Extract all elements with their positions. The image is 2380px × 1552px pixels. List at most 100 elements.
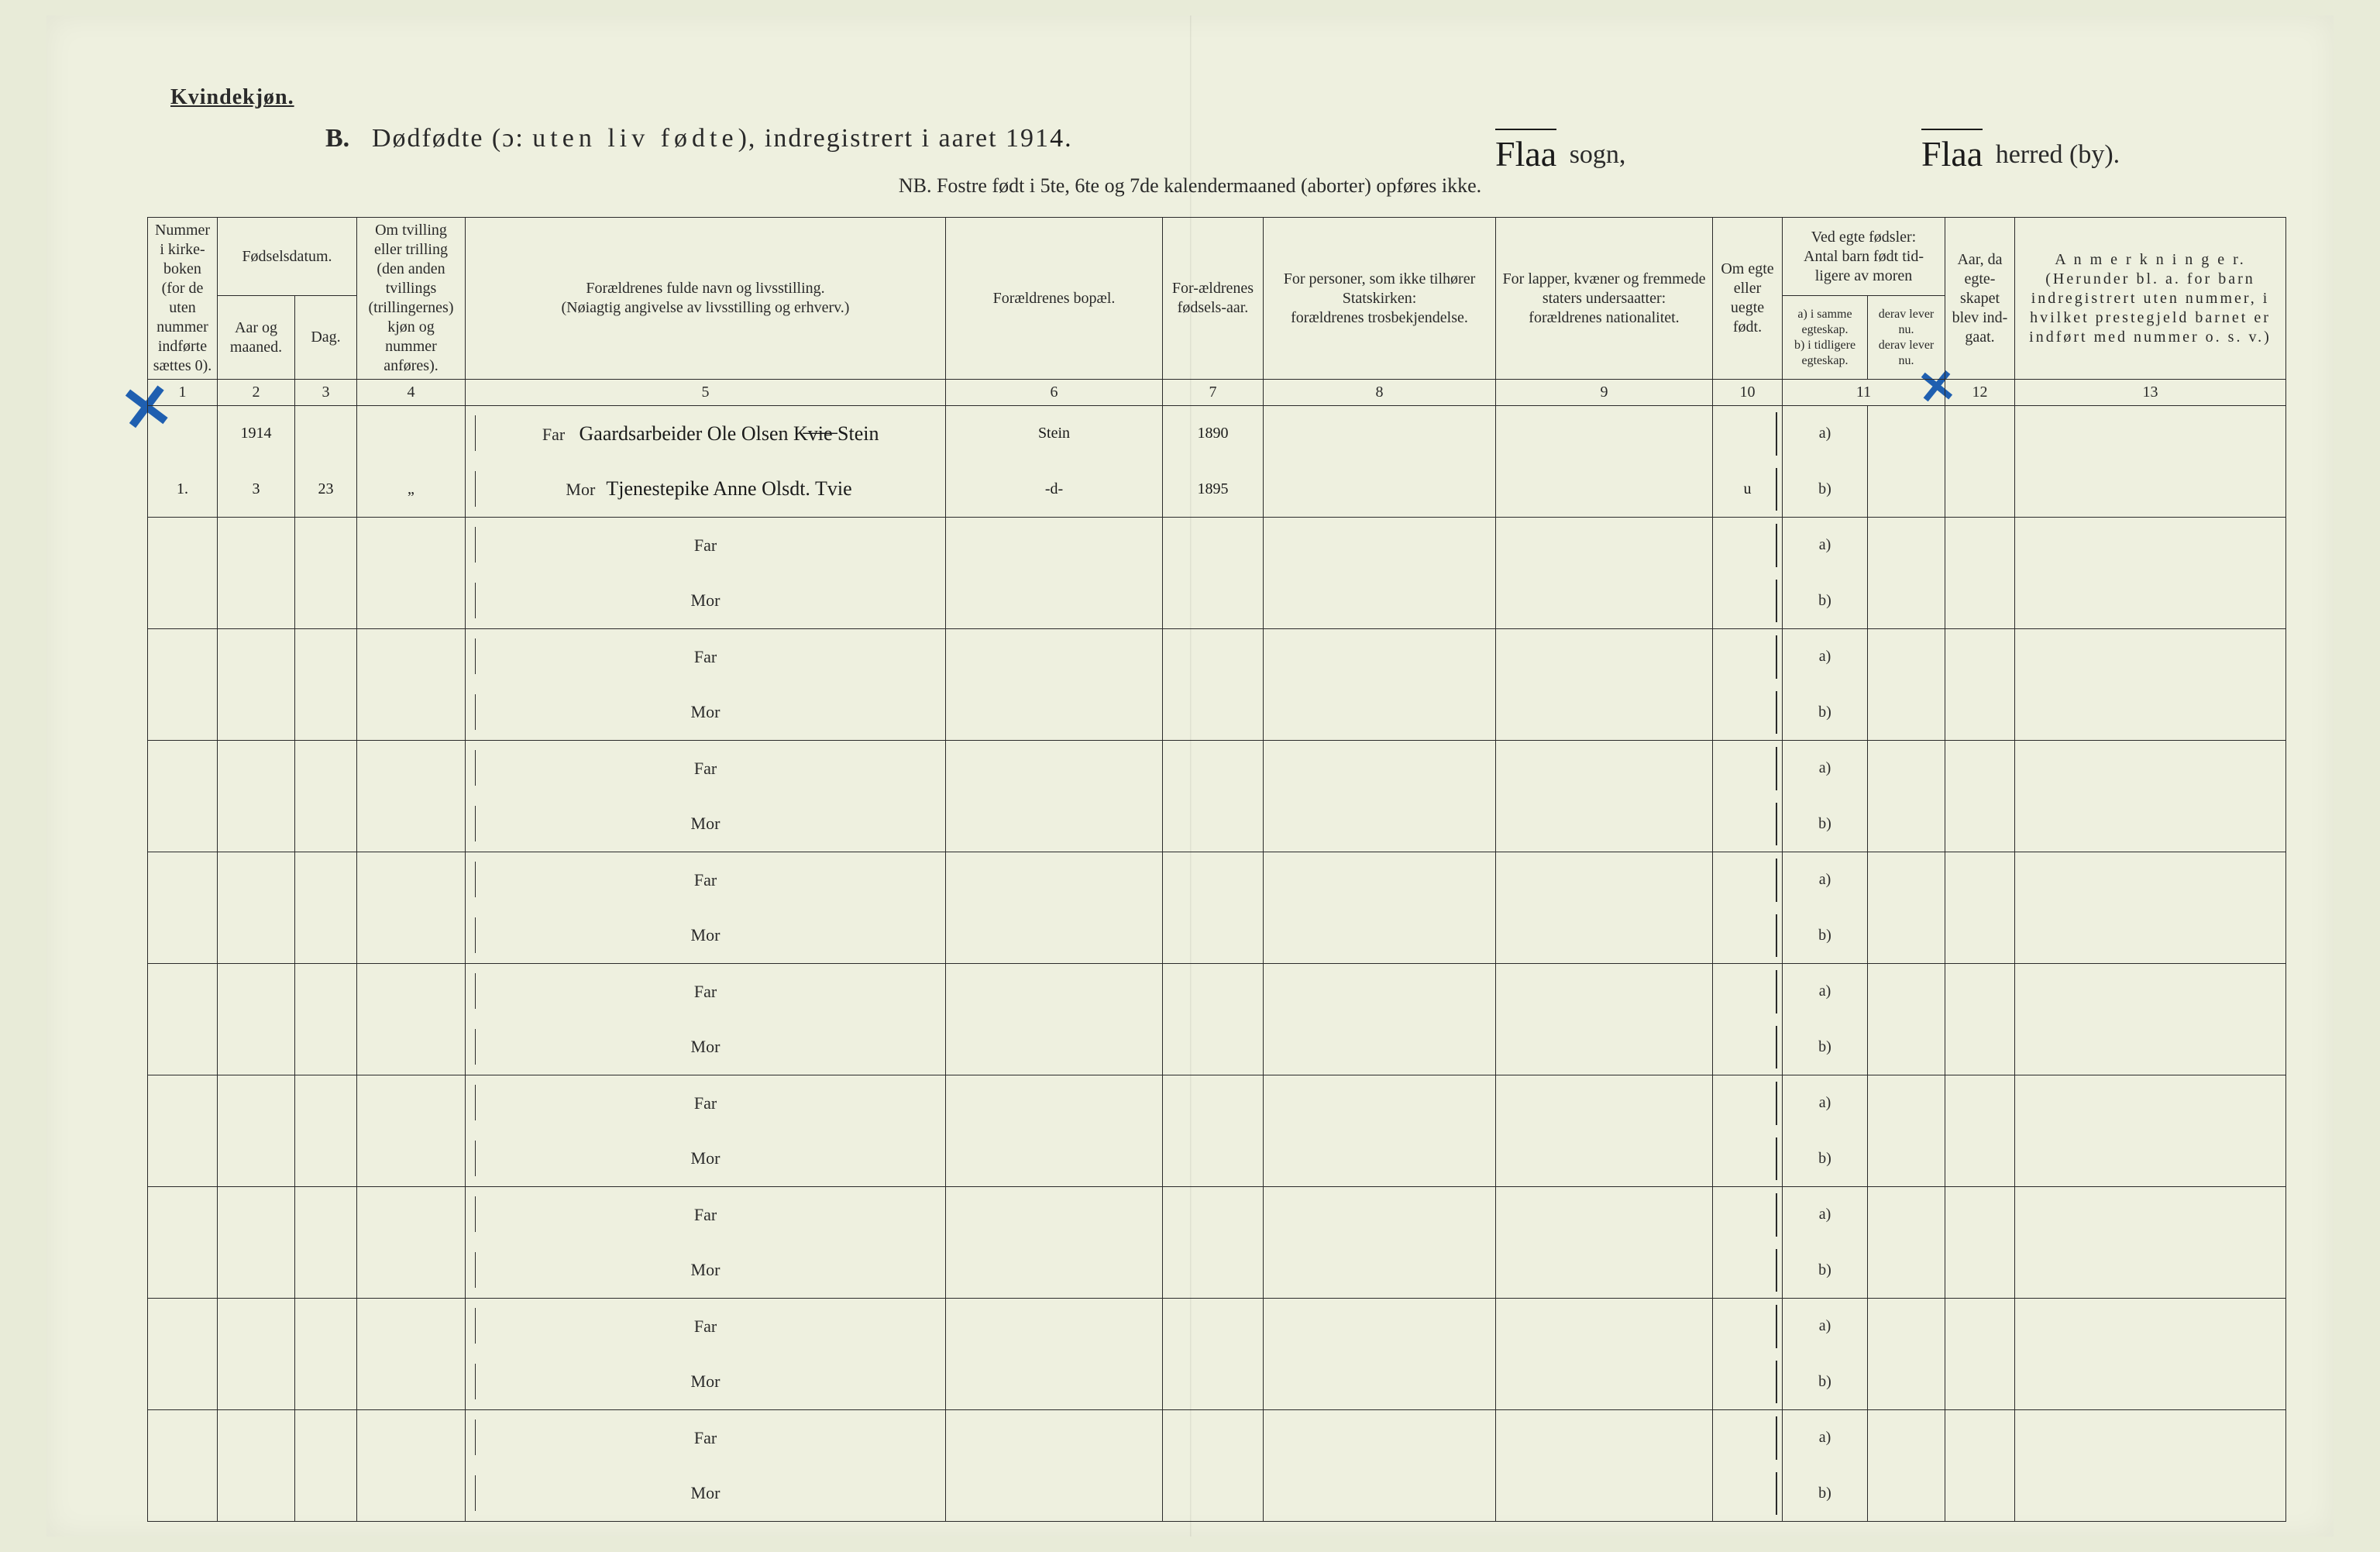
cell-religion — [1264, 1243, 1496, 1299]
cell-mor: Mor — [466, 1131, 946, 1187]
cell-num — [148, 1410, 218, 1466]
cell-day — [295, 1075, 357, 1131]
table-row: 1914Far Gaardsarbeider Ole Olsen K̶v̶i̶e… — [148, 406, 2286, 462]
cell-b: b) — [1783, 797, 1868, 852]
cell-birthyear-far — [1163, 518, 1264, 573]
cell-a-val — [1868, 852, 1945, 908]
cell-num — [148, 629, 218, 685]
cell-a-val — [1868, 518, 1945, 573]
cell-num — [148, 1243, 218, 1299]
cell-b: b) — [1783, 573, 1868, 629]
cell-marriage-year — [1945, 1299, 2015, 1354]
cell-month — [218, 1020, 295, 1075]
title-part-2: ), indregistrert i aaret 191 — [738, 124, 1050, 153]
cell-day — [295, 1466, 357, 1522]
sogn-label: sogn, — [1570, 140, 1626, 169]
colnum-5: 5 — [466, 380, 946, 406]
colnum-10: 10 — [1713, 380, 1783, 406]
cell-num — [148, 1466, 218, 1522]
cell-b-val — [1868, 685, 1945, 741]
colnum-11: 11 — [1783, 380, 1945, 406]
colnum-13: 13 — [2015, 380, 2286, 406]
cell-twin — [357, 852, 466, 908]
cell-marriage-year — [1945, 964, 2015, 1020]
year-handwritten: 4. — [1050, 124, 1073, 153]
title-spaced: uten liv fødte — [532, 124, 738, 153]
cell-nationality — [1496, 1243, 1713, 1299]
cell-birthyear-far — [1163, 741, 1264, 797]
cell-twin — [357, 1410, 466, 1466]
cell-num — [148, 685, 218, 741]
cell-year — [218, 1299, 295, 1354]
cell-twin — [357, 629, 466, 685]
cell-nationality — [1496, 573, 1713, 629]
cell-far: Far — [466, 518, 946, 573]
cell-b-val — [1868, 1243, 1945, 1299]
cell-remarks — [2015, 908, 2286, 964]
colnum-8: 8 — [1264, 380, 1496, 406]
cell-marriage-year — [1945, 573, 2015, 629]
cell-nationality — [1496, 406, 1713, 462]
sogn-handwritten: Flaa — [1495, 129, 1556, 174]
cell-b: b) — [1783, 1243, 1868, 1299]
cell-num — [148, 1354, 218, 1410]
cell-religion — [1264, 908, 1496, 964]
cell-twin — [357, 1243, 466, 1299]
cell-legitimacy — [1713, 1299, 1783, 1354]
cell-religion — [1264, 1020, 1496, 1075]
cell-a: a) — [1783, 1299, 1868, 1354]
cell-birthyear-mor — [1163, 1354, 1264, 1410]
cell-num — [148, 518, 218, 573]
cell-religion — [1264, 685, 1496, 741]
col-header-7: For-ældrenes fødsels-aar. — [1163, 218, 1264, 380]
cell-year — [218, 1075, 295, 1131]
cell-bopael-far — [946, 852, 1163, 908]
cell-num: 1. — [148, 462, 218, 518]
cell-bopael-far — [946, 964, 1163, 1020]
table-head: Nummer i kirke-boken (for de uten nummer… — [148, 218, 2286, 406]
cell-religion — [1264, 852, 1496, 908]
note-line: NB. Fostre født i 5te, 6te og 7de kalend… — [46, 174, 2334, 198]
table-row: Mor b) — [148, 1243, 2286, 1299]
cell-remarks — [2015, 1410, 2286, 1466]
cell-far: Far — [466, 629, 946, 685]
cell-a-val — [1868, 964, 1945, 1020]
col-header-10: Om egte eller uegte født. — [1713, 218, 1783, 380]
cell-birthyear-mor — [1163, 908, 1264, 964]
section-letter: B. — [325, 124, 349, 153]
cell-num — [148, 1075, 218, 1131]
cell-religion — [1264, 797, 1496, 852]
cell-mor: Mor — [466, 1243, 946, 1299]
cell-b-val — [1868, 1354, 1945, 1410]
cell-marriage-year — [1945, 852, 2015, 908]
cell-num — [148, 741, 218, 797]
cell-marriage-year — [1945, 1466, 2015, 1522]
cell-b-val — [1868, 1466, 1945, 1522]
colnum-1: 1 — [148, 380, 218, 406]
cell-legitimacy — [1713, 964, 1783, 1020]
table-row: Fara) — [148, 852, 2286, 908]
cell-twin — [357, 1187, 466, 1243]
cell-num — [148, 908, 218, 964]
cell-twin — [357, 1354, 466, 1410]
table-row: 1.323„Mor Tjenestepike Anne Olsdt. Tvie-… — [148, 462, 2286, 518]
cell-marriage-year — [1945, 406, 2015, 462]
cell-b: b) — [1783, 908, 1868, 964]
cell-twin — [357, 1131, 466, 1187]
cell-marriage-year — [1945, 908, 2015, 964]
cell-b: b) — [1783, 1020, 1868, 1075]
cell-day — [295, 1187, 357, 1243]
table-row: Fara) — [148, 1299, 2286, 1354]
cell-year: 1914 — [218, 406, 295, 462]
cell-bopael-mor — [946, 1131, 1163, 1187]
cell-num — [148, 1187, 218, 1243]
cell-a-val — [1868, 741, 1945, 797]
cell-nationality — [1496, 685, 1713, 741]
cell-a: a) — [1783, 964, 1868, 1020]
cell-twin — [357, 406, 466, 462]
cell-legitimacy — [1713, 797, 1783, 852]
cell-remarks — [2015, 629, 2286, 685]
cell-year — [218, 1187, 295, 1243]
cell-nationality — [1496, 1410, 1713, 1466]
cell-religion — [1264, 1299, 1496, 1354]
